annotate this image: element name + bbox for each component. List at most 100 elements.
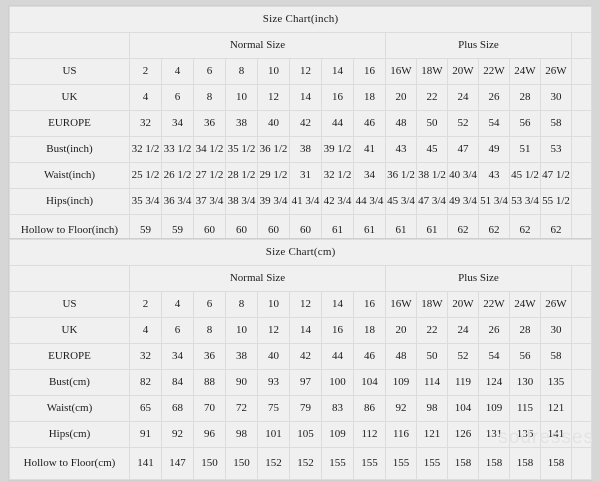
cell: 36 1/2 — [385, 162, 417, 189]
cell: 18W — [416, 58, 448, 85]
cell: 16W — [385, 291, 417, 318]
size-chart-inch: Size Chart(inch) Normal Size Plus Size US 2 4… — [8, 5, 593, 248]
cell: 33 1/2 — [161, 136, 194, 163]
cell: 46 — [353, 110, 386, 137]
cell: 25 1/2 — [129, 162, 162, 189]
cell: 26 1/2 — [161, 162, 194, 189]
cell: 22 — [416, 84, 448, 111]
cell: 20 — [385, 84, 417, 111]
cell: 65 — [129, 395, 162, 422]
cell: 24W — [509, 291, 541, 318]
cell: 20W — [447, 58, 479, 85]
cell: 24 — [447, 317, 479, 344]
cell: 18 — [353, 317, 386, 344]
table-title: Size Chart(cm) — [8, 239, 593, 266]
cell: 8 — [225, 58, 258, 85]
cell: 22 — [416, 317, 448, 344]
group-header-blank-0 — [9, 265, 130, 292]
cell: 54 — [478, 110, 510, 137]
cell: 92 — [385, 395, 417, 422]
cell: 98 — [225, 421, 258, 448]
size-table-cm: Size Chart(cm) Normal Size Plus Size US 2 4 6 8… — [8, 239, 593, 480]
cell: 58 — [540, 110, 572, 137]
cell: 8 — [193, 84, 226, 111]
cell: 130 — [509, 369, 541, 396]
table-title: Size Chart(inch) — [8, 6, 593, 33]
table-row: EUROPE 32 34 36 38 40 42 44 46 48 50 52 54 56 58 — [9, 110, 593, 137]
cell: 36 1/2 — [257, 136, 290, 163]
cell: 24W — [509, 58, 541, 85]
table-row: Bust(inch) 32 1/2 33 1/2 34 1/2 35 1/2 36 1/2… — [9, 136, 593, 163]
cell: 47 1/2 — [540, 162, 572, 189]
cell: 45 — [416, 136, 448, 163]
cell: 121 — [540, 395, 572, 422]
cell: 4 — [161, 291, 194, 318]
cell: 141 — [540, 421, 572, 448]
table-row: Hips(inch) 35 3/4 36 3/4 37 3/4 38 3/4 39 3/4… — [9, 188, 593, 215]
cell: 6 — [161, 317, 194, 344]
cell: 46 — [353, 343, 386, 370]
cell: 42 3/4 — [321, 188, 354, 215]
cell: 84 — [161, 369, 194, 396]
table-row: UK 4 6 8 10 12 14 16 18 20 22 24 26 28 30 — [9, 84, 593, 111]
cell: 68 — [161, 395, 194, 422]
cell: 43 — [478, 162, 510, 189]
cell: 58 — [540, 343, 572, 370]
cell: 8 — [225, 291, 258, 318]
cell: 29 1/2 — [257, 162, 290, 189]
cell: 26 — [478, 317, 510, 344]
cell: 104 — [447, 395, 479, 422]
cell: 42 — [289, 343, 322, 370]
cell: 150 — [225, 447, 258, 480]
cell: 12 — [289, 291, 322, 318]
cell: 28 1/2 — [225, 162, 258, 189]
table-row: UK 4 6 8 10 12 14 16 18 20 22 24 26 28 30 — [9, 317, 593, 344]
cell: 45 3/4 — [385, 188, 417, 215]
row-label-hipsinch: Hips(inch) — [9, 188, 130, 215]
cell: 2 — [129, 58, 162, 85]
cell: 124 — [478, 369, 510, 396]
cell: 155 — [385, 447, 417, 480]
table-row: Waist(cm) 65 68 70 72 75 79 83 86 92 98 104 109 115 12… — [9, 395, 593, 422]
row-label-uk: UK — [9, 84, 130, 111]
cell: 41 — [353, 136, 386, 163]
cell: 150 — [193, 447, 226, 480]
cell: 35 1/2 — [225, 136, 258, 163]
cell: 54 — [478, 343, 510, 370]
cell: 48 — [385, 110, 417, 137]
cell: 98 — [416, 395, 448, 422]
cell: 121 — [416, 421, 448, 448]
cell-pad — [570, 447, 593, 480]
cell: 158 — [447, 447, 479, 480]
cell: 42 — [289, 110, 322, 137]
cell-pad — [570, 58, 593, 85]
table-row: Bust(cm) 82 84 88 90 93 97 100 104 109 114 119 124 13… — [9, 369, 593, 396]
cell: 31 — [289, 162, 322, 189]
cell: 20 — [385, 317, 417, 344]
table-row: Waist(inch) 25 1/2 26 1/2 27 1/2 28 1/2 29 1/… — [9, 162, 593, 189]
cell: 158 — [540, 447, 572, 480]
cell-pad — [570, 421, 593, 448]
cell: 36 — [193, 110, 226, 137]
cell: 70 — [193, 395, 226, 422]
cell: 38 — [289, 136, 322, 163]
cell: 52 — [447, 343, 479, 370]
cell: 34 1/2 — [193, 136, 226, 163]
cell: 37 3/4 — [193, 188, 226, 215]
cell-pad — [570, 84, 593, 111]
cell: 22W — [478, 291, 510, 318]
row-label-us: US — [9, 58, 130, 85]
cell: 38 — [225, 110, 258, 137]
cell: 39 1/2 — [321, 136, 354, 163]
cell: 114 — [416, 369, 448, 396]
table-row: Hollow to Floor(cm) 141 147 150 150 152 152 155… — [9, 447, 593, 480]
table-row: EUROPE 32 34 36 38 40 42 44 46 48 50 52 54 56 58 — [9, 343, 593, 370]
cell: 10 — [257, 58, 290, 85]
cell: 16 — [353, 58, 386, 85]
cell: 116 — [385, 421, 417, 448]
row-label-europe: EUROPE — [9, 343, 130, 370]
row-label-europe: EUROPE — [9, 110, 130, 137]
cell: 72 — [225, 395, 258, 422]
table-row: US 2 4 6 8 10 12 14 16 16W 18W 20W 22W 24W 26W — [9, 58, 593, 85]
cell: 27 1/2 — [193, 162, 226, 189]
